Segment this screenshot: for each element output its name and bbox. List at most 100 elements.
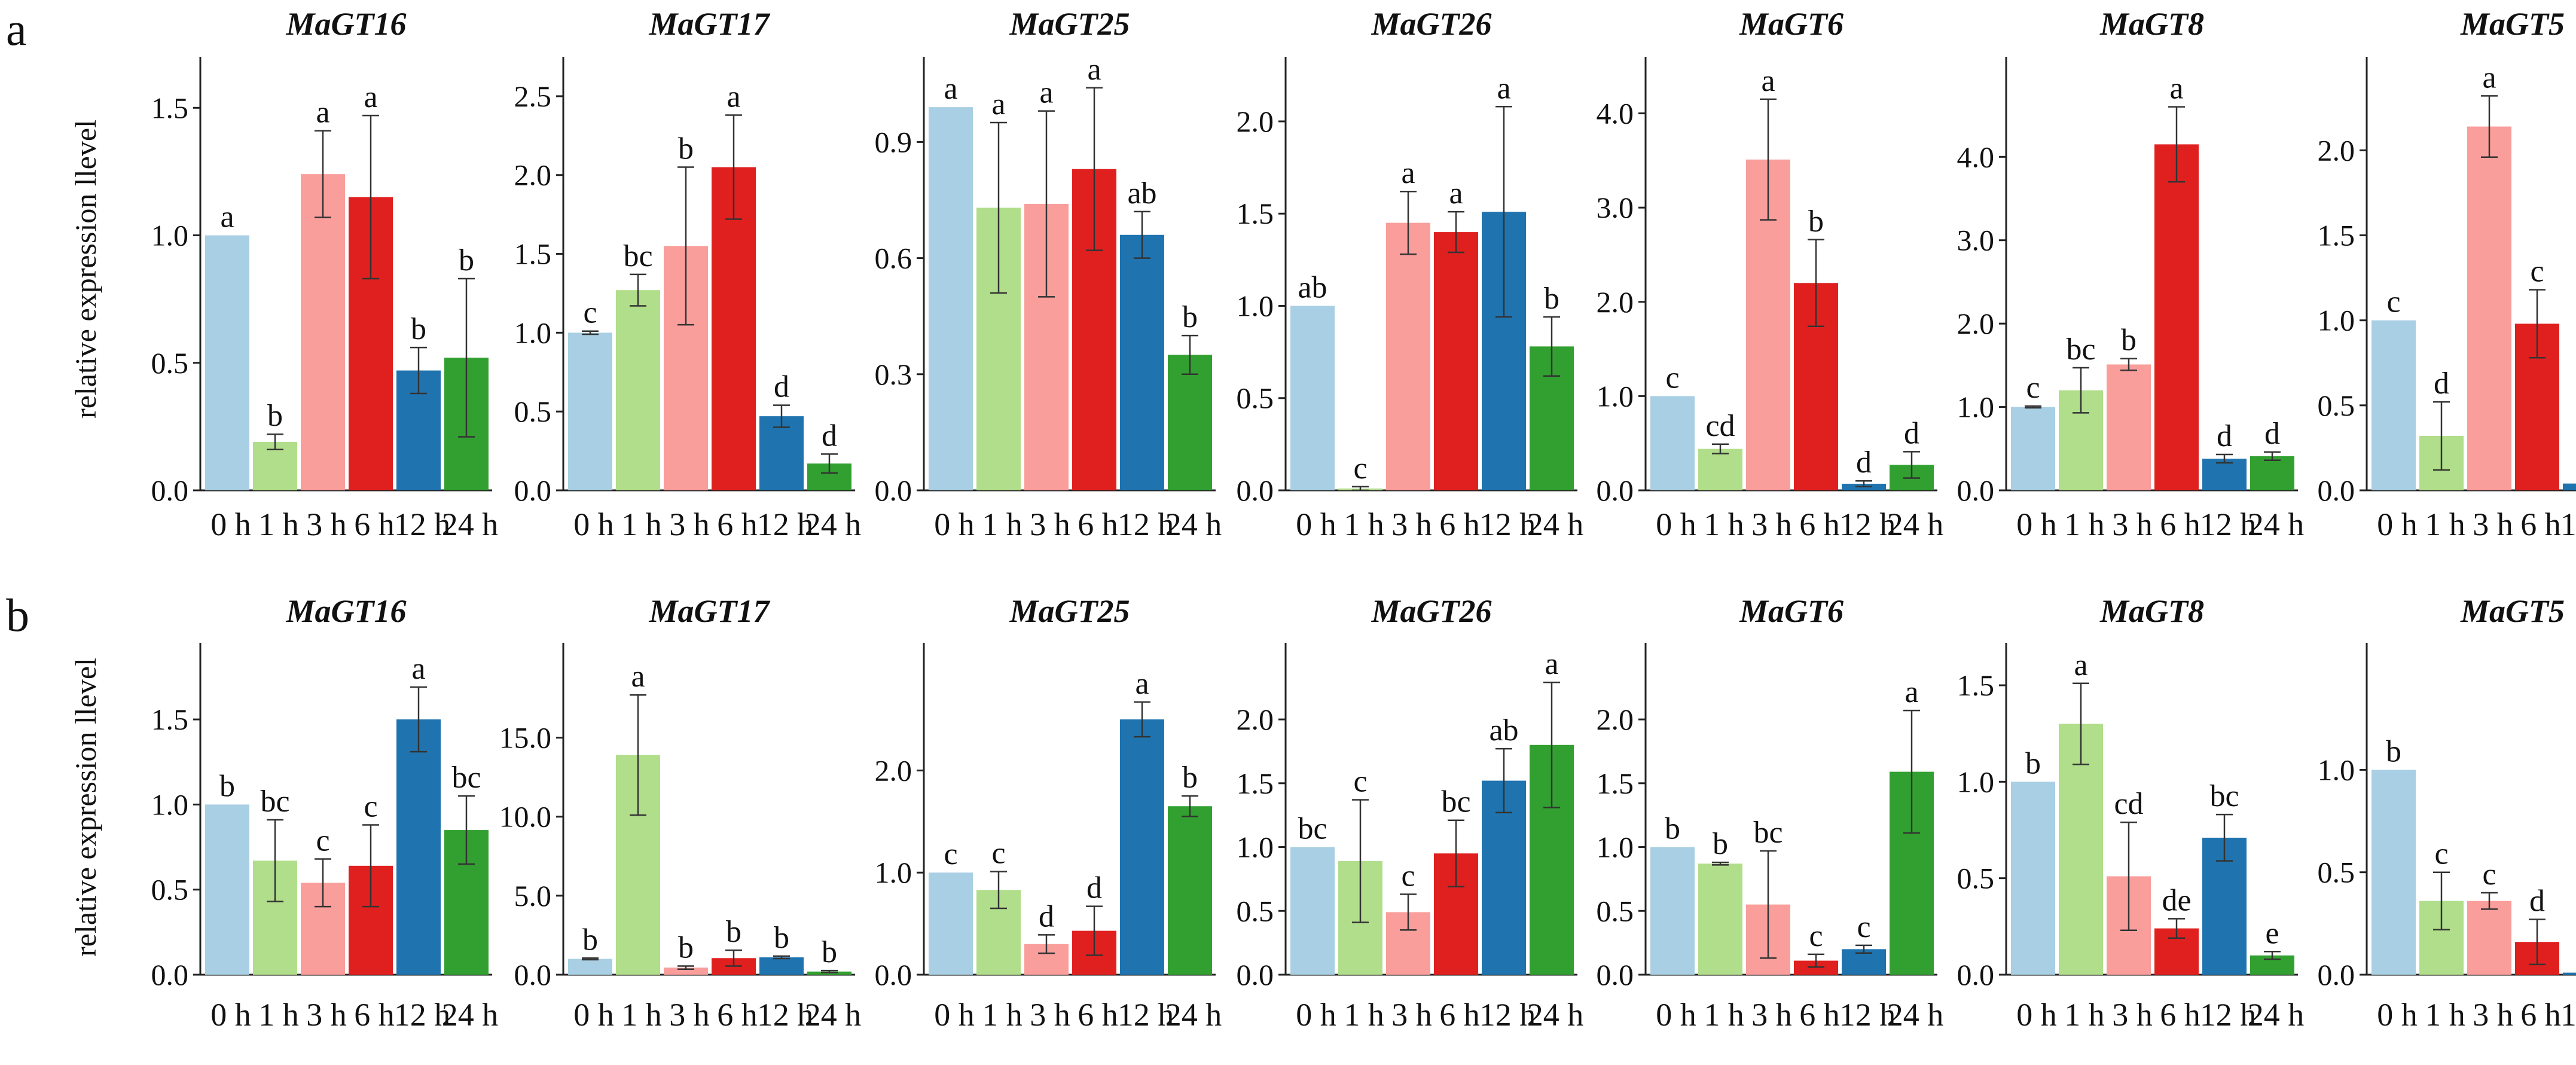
significance-label: a xyxy=(411,652,425,686)
bar-0h xyxy=(2371,770,2416,975)
y-tick-label: 0.0 xyxy=(514,474,552,507)
x-tick-label: 6 h xyxy=(1799,997,1840,1033)
y-tick-label: 2.0 xyxy=(1237,703,1274,736)
significance-label: c xyxy=(2386,285,2400,319)
x-tick-label: 24 h xyxy=(1527,506,1584,542)
significance-label: d xyxy=(774,370,789,404)
significance-label: a xyxy=(1135,667,1149,701)
significance-label: c xyxy=(1665,361,1679,395)
y-tick-label: 0.0 xyxy=(1957,958,1995,991)
x-tick-label: 1 h xyxy=(2064,997,2105,1033)
x-tick-label: 24 h xyxy=(1527,997,1584,1033)
chart-a-MaGT26: MaGT26 0.0 0.5 1.0 1.5 2.0 ab 0 h c 1 h a 3 h a 6 h a 1… xyxy=(1237,6,1584,542)
significance-label: a xyxy=(1087,53,1101,87)
significance-label: bc xyxy=(1753,816,1783,850)
y-tick-label: 4.0 xyxy=(1957,140,1995,173)
significance-label: d xyxy=(2434,367,2449,401)
x-tick-label: 24 h xyxy=(1887,506,1944,542)
significance-label: c xyxy=(364,790,377,824)
bar-6h xyxy=(712,167,756,491)
x-tick-label: 6 h xyxy=(1439,506,1480,542)
y-tick-label: 1.0 xyxy=(514,316,552,349)
y-tick-label: 0.9 xyxy=(875,125,912,158)
bar-3h xyxy=(2467,901,2511,975)
y-tick-label: 1.0 xyxy=(1597,379,1634,413)
x-tick-label: 12 h xyxy=(1479,997,1536,1033)
chart-title: MaGT6 xyxy=(1739,6,1844,42)
bar-12h xyxy=(759,416,804,490)
bar-0h xyxy=(1650,847,1695,975)
significance-label: b xyxy=(1713,827,1728,861)
x-tick-label: 0 h xyxy=(210,506,251,542)
x-tick-label: 6 h xyxy=(354,997,395,1033)
bar-3h xyxy=(664,968,708,975)
y-tick-label: 1.0 xyxy=(2318,304,2355,337)
y-tick-label: 2.0 xyxy=(1597,285,1634,319)
significance-label: c xyxy=(583,296,597,330)
significance-label: c xyxy=(2026,371,2040,405)
significance-label: d xyxy=(1856,445,1872,480)
significance-label: b xyxy=(822,935,837,969)
significance-label: bc xyxy=(260,785,289,819)
y-tick-label: 2.0 xyxy=(2318,133,2355,167)
significance-label: b xyxy=(2386,734,2401,768)
y-tick-label: 0.5 xyxy=(1957,862,1995,895)
y-tick-label: 0.5 xyxy=(1597,894,1634,927)
significance-label: a xyxy=(2169,72,2183,106)
x-tick-label: 24 h xyxy=(805,997,862,1033)
x-tick-label: 1 h xyxy=(621,506,662,542)
significance-label: a xyxy=(1449,176,1463,210)
chart-b-MaGT16: MaGT16 0.0 0.5 1.0 1.5 b 0 h bc 1 h c 3 h c 6 h a 12 h… xyxy=(151,593,499,1033)
bar-0h xyxy=(2011,407,2055,490)
x-tick-label: 24 h xyxy=(1887,997,1944,1033)
x-tick-label: 6 h xyxy=(2520,506,2561,542)
x-tick-label: 3 h xyxy=(2112,506,2153,542)
bar-24h xyxy=(1168,355,1212,490)
x-tick-label: 3 h xyxy=(1751,997,1792,1033)
significance-label: d xyxy=(2529,884,2545,918)
x-tick-label: 6 h xyxy=(2160,506,2200,542)
x-tick-label: 1 h xyxy=(1344,997,1384,1033)
significance-label: e xyxy=(2265,916,2279,950)
y-tick-label: 0.0 xyxy=(151,474,189,507)
bar-0h xyxy=(2011,782,2055,975)
significance-label: d xyxy=(1039,899,1054,933)
x-tick-label: 3 h xyxy=(306,997,347,1033)
x-tick-label: 12 h xyxy=(1839,997,1896,1033)
y-tick-label: 2.0 xyxy=(514,158,552,192)
x-tick-label: 12 h xyxy=(1118,506,1174,542)
y-tick-label: 0.0 xyxy=(1237,474,1274,507)
y-tick-label: 1.0 xyxy=(1957,390,1995,424)
y-tick-label: 0.0 xyxy=(875,474,912,507)
x-tick-label: 12 h xyxy=(2200,997,2257,1033)
y-axis-label-a: relative expression llevel xyxy=(69,120,102,419)
significance-label: b xyxy=(1182,300,1198,334)
chart-title: MaGT6 xyxy=(1739,593,1844,629)
y-tick-label: 1.0 xyxy=(2318,753,2355,786)
significance-label: b xyxy=(678,930,694,965)
bar-0h xyxy=(1290,847,1335,975)
bar-12h xyxy=(2202,459,2247,490)
x-tick-label: 1 h xyxy=(2425,997,2465,1033)
significance-label: c xyxy=(1401,859,1415,893)
x-tick-label: 12 h xyxy=(2200,506,2257,542)
y-tick-label: 1.5 xyxy=(1237,767,1274,800)
x-tick-label: 1 h xyxy=(1344,506,1384,542)
x-tick-label: 12 h xyxy=(1479,506,1536,542)
x-tick-label: 1 h xyxy=(1704,506,1744,542)
significance-label: a xyxy=(1904,675,1918,709)
bar-1h xyxy=(2059,724,2103,975)
significance-label: a xyxy=(944,72,957,106)
y-tick-label: 0.0 xyxy=(151,958,189,991)
y-tick-label: 1.5 xyxy=(2318,219,2355,252)
y-tick-label: 0.3 xyxy=(875,358,912,391)
x-tick-label: 6 h xyxy=(717,506,758,542)
bar-12h xyxy=(396,719,441,975)
x-tick-label: 0 h xyxy=(1656,506,1696,542)
x-tick-label: 3 h xyxy=(669,997,710,1033)
x-tick-label: 3 h xyxy=(1391,506,1432,542)
chart-a-MaGT25: MaGT25 0.0 0.3 0.6 0.9 a 0 h a 1 h a 3 h a 6 h ab 12 h… xyxy=(875,6,1222,542)
chart-b-MaGT25: MaGT25 0.0 1.0 2.0 c 0 h c 1 h d 3 h d 6 h a 12 h b 24 … xyxy=(875,593,1222,1033)
significance-label: d xyxy=(822,419,837,453)
